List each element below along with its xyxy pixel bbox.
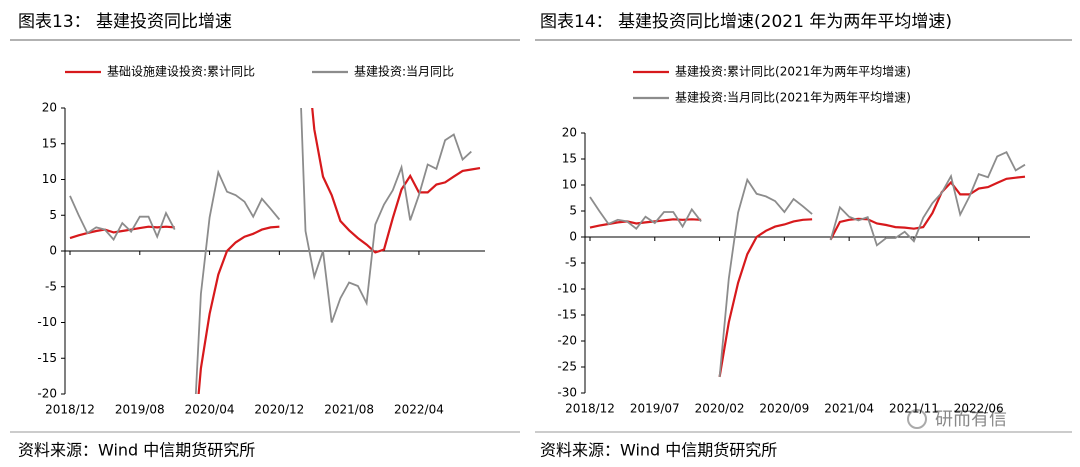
y-tick-label: 5 <box>569 204 577 218</box>
y-tick-label: 15 <box>562 152 577 166</box>
legend-label: 基建投资:当月同比(2021年为两年平均增速) <box>675 90 911 105</box>
y-tick-label: 20 <box>42 101 57 115</box>
x-tick-label: 2020/12 <box>254 403 304 417</box>
x-tick-label: 2019/07 <box>630 402 680 416</box>
x-tick-label: 2020/02 <box>695 402 745 416</box>
y-tick-label: 0 <box>569 230 577 244</box>
y-tick-label: -25 <box>557 360 577 374</box>
y-tick-label: 10 <box>562 178 577 192</box>
x-tick-label: 2020/09 <box>759 402 809 416</box>
source: 资料来源：Wind 中信期货研究所 <box>540 441 777 460</box>
x-tick-label: 2018/12 <box>45 403 95 417</box>
y-tick-label: -5 <box>565 256 577 270</box>
legend-label: 基建投资:累计同比(2021年为两年平均增速) <box>675 64 911 79</box>
series-line <box>589 175 1026 378</box>
x-tick-label: 2021/04 <box>824 402 874 416</box>
y-tick-label: -10 <box>37 315 57 329</box>
legend-label: 基础设施建设投资:累计同比 <box>107 64 255 79</box>
y-tick-label: 20 <box>562 126 577 140</box>
y-tick-label: 5 <box>49 208 57 222</box>
x-tick-label: 2020/04 <box>185 403 235 417</box>
source: 资料来源：Wind 中信期货研究所 <box>18 441 255 460</box>
y-tick-label: -15 <box>37 351 57 365</box>
series-line <box>589 151 1026 377</box>
x-tick-label: 2022/04 <box>394 403 444 417</box>
x-tick-label: 2021/08 <box>324 403 374 417</box>
watermark: 研而有信 <box>935 409 1007 430</box>
y-tick-label: 0 <box>49 244 57 258</box>
y-tick-label: 15 <box>42 136 57 150</box>
chart-title: 图表13： 基建投资同比增速 <box>18 12 232 32</box>
series-line <box>69 108 472 394</box>
x-tick-label: 2021/11 <box>889 402 939 416</box>
y-tick-label: -30 <box>557 386 577 400</box>
plot <box>589 151 1026 378</box>
plot <box>69 108 481 394</box>
y-tick-label: -15 <box>557 308 577 322</box>
chart-title: 图表14： 基建投资同比增速(2021 年为两年平均增速) <box>540 12 952 32</box>
y-tick-label: -5 <box>45 279 57 293</box>
watermark-icon <box>907 409 927 429</box>
x-tick-label: 2022/06 <box>954 402 1004 416</box>
x-tick-label: 2019/08 <box>115 403 165 417</box>
legend-label: 基建投资:当月同比 <box>354 64 454 79</box>
y-tick-label: 10 <box>42 172 57 186</box>
x-tick-label: 2018/12 <box>565 402 615 416</box>
y-tick-label: -10 <box>557 282 577 296</box>
y-tick-label: -20 <box>37 387 57 401</box>
y-tick-label: -20 <box>557 334 577 348</box>
